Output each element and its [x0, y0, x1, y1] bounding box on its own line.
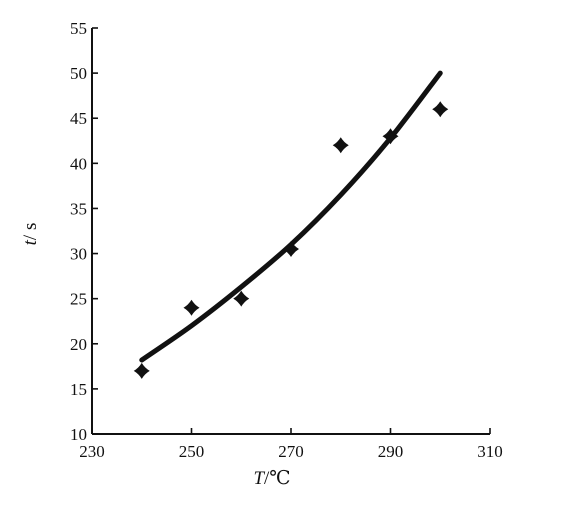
data-point: [382, 128, 399, 145]
y-tick-label: 25: [70, 290, 87, 309]
y-ticks: 10 15 20 25 30 35 40 45 50 55: [70, 19, 98, 444]
data-point: [233, 290, 250, 307]
x-tick-label: 310: [477, 442, 503, 461]
data-points: [133, 101, 449, 379]
y-axis-title: t/ s: [20, 223, 41, 246]
data-point: [183, 299, 200, 316]
y-tick-label: 10: [70, 425, 87, 444]
y-tick-label: 30: [70, 245, 87, 264]
y-tick-label: 40: [70, 154, 87, 173]
x-tick-label: 250: [179, 442, 205, 461]
x-ticks: 230 250 270 290 310: [79, 428, 503, 461]
y-tick-label: 55: [70, 19, 87, 38]
x-tick-label: 230: [79, 442, 105, 461]
y-tick-label: 35: [70, 199, 87, 218]
x-tick-label: 270: [278, 442, 304, 461]
y-tick-label: 50: [70, 64, 87, 83]
data-point: [283, 241, 299, 258]
data-point: [332, 137, 349, 154]
x-axis-variable: T: [253, 468, 265, 489]
data-point: [133, 362, 150, 379]
y-tick-label: 45: [70, 109, 87, 128]
y-axis-variable: t: [20, 239, 41, 245]
x-axis-title: T/℃: [253, 468, 290, 489]
y-tick-label: 20: [70, 335, 87, 354]
y-tick-label: 15: [70, 380, 87, 399]
x-axis-unit: /℃: [264, 468, 291, 489]
y-axis-unit: / s: [20, 223, 41, 240]
x-tick-label: 290: [378, 442, 404, 461]
data-point: [432, 101, 449, 118]
fit-curve: [139, 70, 443, 363]
